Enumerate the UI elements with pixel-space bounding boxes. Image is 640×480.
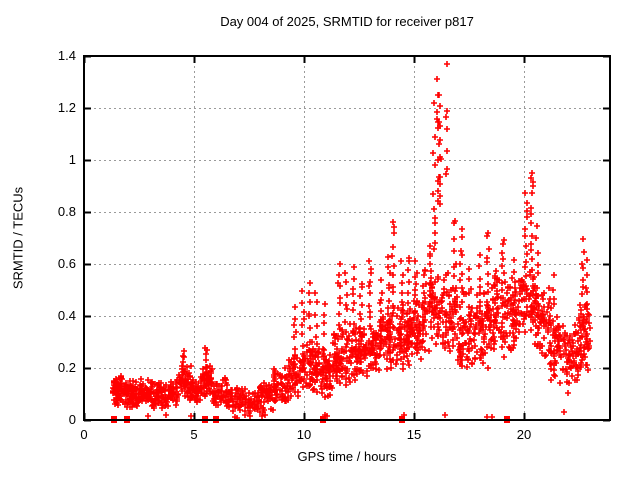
x-tick-label: 10: [296, 427, 312, 442]
scatter-points: [110, 61, 593, 421]
y-tick-label: 1.2: [57, 100, 76, 115]
x-axis-label: GPS time / hours: [297, 449, 397, 464]
y-tick-label: 1: [68, 152, 76, 167]
x-tick-label: 20: [516, 427, 532, 442]
chart-title: Day 004 of 2025, SRMTID for receiver p81…: [220, 14, 474, 29]
y-tick-label: 0: [68, 412, 76, 427]
x-tick-label: 15: [406, 427, 422, 442]
y-tick-label: 0.6: [57, 256, 76, 271]
y-tick-label: 0.8: [57, 204, 76, 219]
y-tick-label: 0.2: [57, 360, 76, 375]
axis-ticks: [83, 55, 610, 422]
x-tick-label: 5: [190, 427, 198, 442]
y-tick-label: 1.4: [57, 48, 76, 63]
y-tick-label: 0.4: [57, 308, 76, 323]
x-tick-label: 0: [80, 427, 88, 442]
